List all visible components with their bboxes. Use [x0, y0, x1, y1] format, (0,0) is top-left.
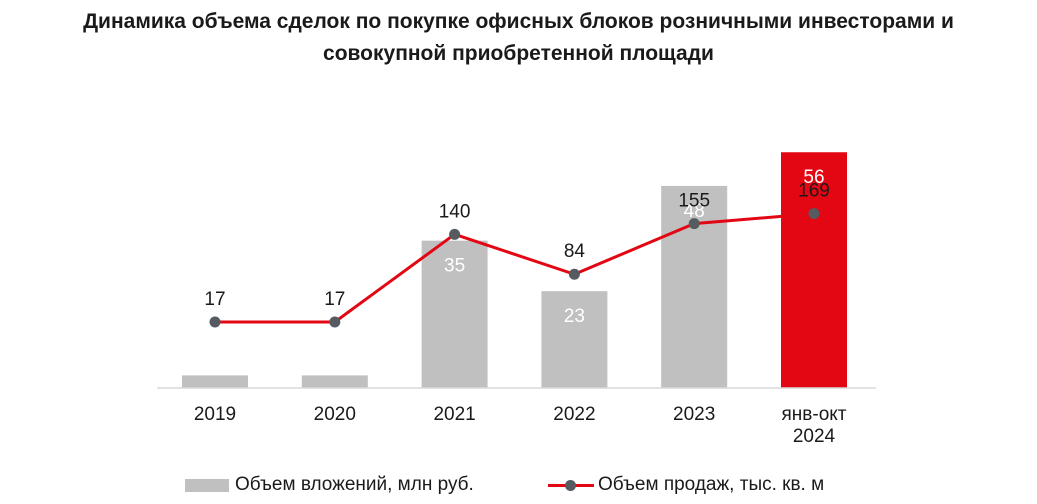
legend-line-swatch [548, 478, 594, 492]
legend-bar-swatch [185, 478, 229, 492]
x-tick-label-2: 2021 [433, 404, 475, 425]
legend-item-line: Объем продаж, тыс. кв. м [548, 470, 824, 500]
chart-title-line-1: Динамика объема сделок по покупке офисны… [83, 10, 954, 33]
legend-line-label: Объем продаж, тыс. кв. м [598, 474, 825, 495]
x-tick-label-5: янв-окт 2024 [782, 404, 847, 447]
x-tick-label-1: 2020 [314, 404, 356, 425]
line-value-label-4: 155 [678, 191, 710, 212]
line-point-4 [688, 218, 700, 230]
line-point-0 [209, 316, 221, 328]
line-series: 17 17 140 84 155 169 [204, 181, 830, 328]
bar-value-label-3: 23 [564, 306, 585, 327]
combo-chart: 35 23 48 56 17 17 140 84 155 169 2019 2020 2021 202… [157, 152, 876, 447]
chart-title: Динамика объема сделок по покупке офисны… [0, 6, 1037, 70]
line-point-1 [329, 316, 341, 328]
line-value-label-1: 17 [324, 289, 345, 310]
bar-series: 35 23 48 56 [182, 152, 847, 388]
line-point-5 [808, 208, 820, 220]
bar-3 [541, 291, 608, 388]
chart-title-line-2: совокупной приобретенной площади [323, 42, 714, 65]
legend-item-bars: Объем вложений, млн руб. [185, 470, 474, 500]
bar-value-label-2: 35 [444, 256, 465, 277]
bar-2 [421, 240, 488, 388]
x-tick-label-4: 2023 [673, 404, 715, 425]
bar-0 [182, 375, 248, 388]
line-path [215, 212, 815, 324]
bar-value-label-4: 48 [684, 201, 705, 222]
line-value-label-5: 169 [798, 181, 830, 202]
line-point-3 [568, 268, 580, 280]
bar-5 [781, 152, 847, 388]
line-value-label-0: 17 [204, 289, 225, 310]
bar-1 [301, 375, 368, 388]
bar-value-label-5: 56 [803, 167, 824, 188]
line-point-2 [449, 228, 461, 240]
legend-bar-label: Объем вложений, млн руб. [235, 474, 474, 495]
x-axis-ticks: 2019 2020 2021 2022 2023 янв-окт 2024 [194, 404, 847, 447]
line-value-label-3: 84 [564, 241, 586, 262]
line-value-label-2: 140 [439, 201, 471, 222]
x-tick-label-3: 2022 [553, 404, 595, 425]
x-tick-label-0: 2019 [194, 404, 236, 425]
